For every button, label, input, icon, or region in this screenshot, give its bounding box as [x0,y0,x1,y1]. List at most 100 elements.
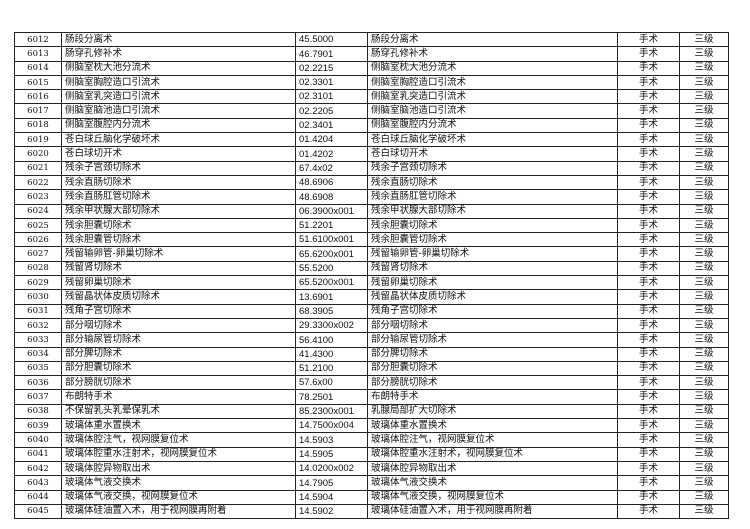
procedure-code: 01.4204 [295,132,368,148]
category: 手术 [617,317,680,334]
row-number: 6034 [14,346,62,362]
row-number: 6012 [14,31,62,48]
standard-name: 残余甲状腺大部切除术 [367,203,618,219]
level: 三级 [679,475,729,491]
level: 三级 [679,189,729,205]
procedure-name: 残余直肠肛管切除术 [61,189,296,205]
table-row: 6041 玻璃体腔重水注射术，视网膜复位术 14.5905 玻璃体腔重水注射术，视网膜… [14,446,729,462]
standard-name: 肠穿孔修补术 [367,46,618,62]
table-row: 6019 苍白球丘脑化学破坏术 01.4204 苍白球丘脑化学破坏术 手术 三级 [14,132,729,148]
standard-name: 侧脑室腹腔内分流术 [367,117,618,134]
category: 手术 [617,303,680,319]
standard-name: 残角子宫切除术 [367,303,618,319]
level: 三级 [679,403,729,420]
row-number: 6028 [14,260,62,277]
row-number: 6041 [14,446,62,462]
category: 手术 [617,446,680,462]
row-number: 6032 [14,317,62,334]
procedure-code: 65.5200x001 [295,275,368,291]
table-row: 6015 侧脑室胸腔造口引流术 02.3301 侧脑室胸腔造口引流术 手术 三级 [14,74,729,91]
standard-name: 侧脑室枕大池分流术 [367,60,618,76]
standard-name: 残余直肠肛管切除术 [367,189,618,205]
procedure-name: 肠穿孔修补术 [61,46,296,62]
procedure-code: 48.6906 [295,174,368,191]
procedure-name: 部分咽切除术 [61,317,296,334]
procedure-name: 玻璃体气液交换术 [61,475,296,491]
level: 三级 [679,360,729,377]
level: 三级 [679,203,729,219]
procedure-name: 侧脑室乳突造口引流术 [61,89,296,105]
procedure-code: 02.2215 [295,60,368,76]
level: 三级 [679,432,729,448]
category: 手术 [617,103,680,119]
row-number: 6042 [14,460,62,477]
category: 手术 [617,60,680,76]
standard-name: 乳腺局部扩大切除术 [367,403,618,420]
row-number: 6036 [14,375,62,391]
procedure-name: 侧脑室脑池造口引流术 [61,103,296,119]
level: 三级 [679,74,729,91]
standard-name: 苍白球切开术 [367,146,618,162]
procedure-name: 残留肾切除术 [61,260,296,277]
procedure-name: 部分脾切除术 [61,346,296,362]
standard-name: 侧脑室乳突造口引流术 [367,89,618,105]
procedure-name: 残留卵巢切除术 [61,275,296,291]
category: 手术 [617,403,680,420]
procedure-name: 玻璃体腔重水注射术，视网膜复位术 [61,446,296,462]
row-number: 6030 [14,289,62,305]
standard-name: 苍白球丘脑化学破坏术 [367,132,618,148]
category: 手术 [617,289,680,305]
procedure-name: 侧脑室腹腔内分流术 [61,117,296,134]
standard-name: 部分脾切除术 [367,346,618,362]
table-row: 6013 肠穿孔修补术 46.7901 肠穿孔修补术 手术 三级 [14,46,729,62]
category: 手术 [617,360,680,377]
category: 手术 [617,174,680,191]
procedure-name: 残余子宫颈切除术 [61,160,296,176]
level: 三级 [679,332,729,348]
level: 三级 [679,389,729,405]
category: 手术 [617,503,680,520]
procedure-name: 部分胆囊切除术 [61,360,296,377]
table-row: 6018 侧脑室腹腔内分流术 02.3401 侧脑室腹腔内分流术 手术 三级 [14,117,729,134]
procedure-name: 布朗特手术 [61,389,296,405]
procedure-name: 残余胆囊管切除术 [61,232,296,248]
level: 三级 [679,275,729,291]
standard-name: 残余胆囊切除术 [367,217,618,234]
standard-name: 玻璃体硅油置入术，用于视网膜再附着 [367,503,618,520]
procedure-code: 14.5905 [295,446,368,462]
level: 三级 [679,146,729,162]
table-row: 6036 部分膀胱切除术 57.6x00 部分膀胱切除术 手术 三级 [14,375,729,391]
table-row: 6016 侧脑室乳突造口引流术 02.3101 侧脑室乳突造口引流术 手术 三级 [14,89,729,105]
category: 手术 [617,418,680,434]
procedure-code: 06.3900x001 [295,203,368,219]
procedure-code: 29.3300x002 [295,317,368,334]
standard-name: 肠段分离术 [367,31,618,48]
row-number: 6024 [14,203,62,219]
category: 手术 [617,160,680,176]
procedure-name: 残余直肠切除术 [61,174,296,191]
level: 三级 [679,489,729,505]
level: 三级 [679,160,729,176]
row-number: 6013 [14,46,62,62]
row-number: 6031 [14,303,62,319]
procedure-name: 残留输卵管-卵巢切除术 [61,246,296,262]
table-row: 6025 残余胆囊切除术 51.2201 残余胆囊切除术 手术 三级 [14,217,729,234]
row-number: 6020 [14,146,62,162]
procedure-code: 41.4300 [295,346,368,362]
row-number: 6018 [14,117,62,134]
procedure-code: 68.3905 [295,303,368,319]
standard-name: 侧脑室脑池造口引流术 [367,103,618,119]
standard-name: 残余直肠切除术 [367,174,618,191]
procedure-code: 51.2100 [295,360,368,377]
procedure-name: 不保留乳头乳晕保乳术 [61,403,296,420]
standard-name: 玻璃体腔重水注射术，视网膜复位术 [367,446,618,462]
procedure-code: 01.4202 [295,146,368,162]
level: 三级 [679,60,729,76]
table-row: 6021 残余子宫颈切除术 67.4x02 残余子宫颈切除术 手术 三级 [14,160,729,176]
level: 三级 [679,217,729,234]
procedure-name: 残余胆囊切除术 [61,217,296,234]
procedure-name: 侧脑室枕大池分流术 [61,60,296,76]
level: 三级 [679,103,729,119]
table-row: 6024 残余甲状腺大部切除术 06.3900x001 残余甲状腺大部切除术 手术 三级 [14,203,729,219]
row-number: 6035 [14,360,62,377]
